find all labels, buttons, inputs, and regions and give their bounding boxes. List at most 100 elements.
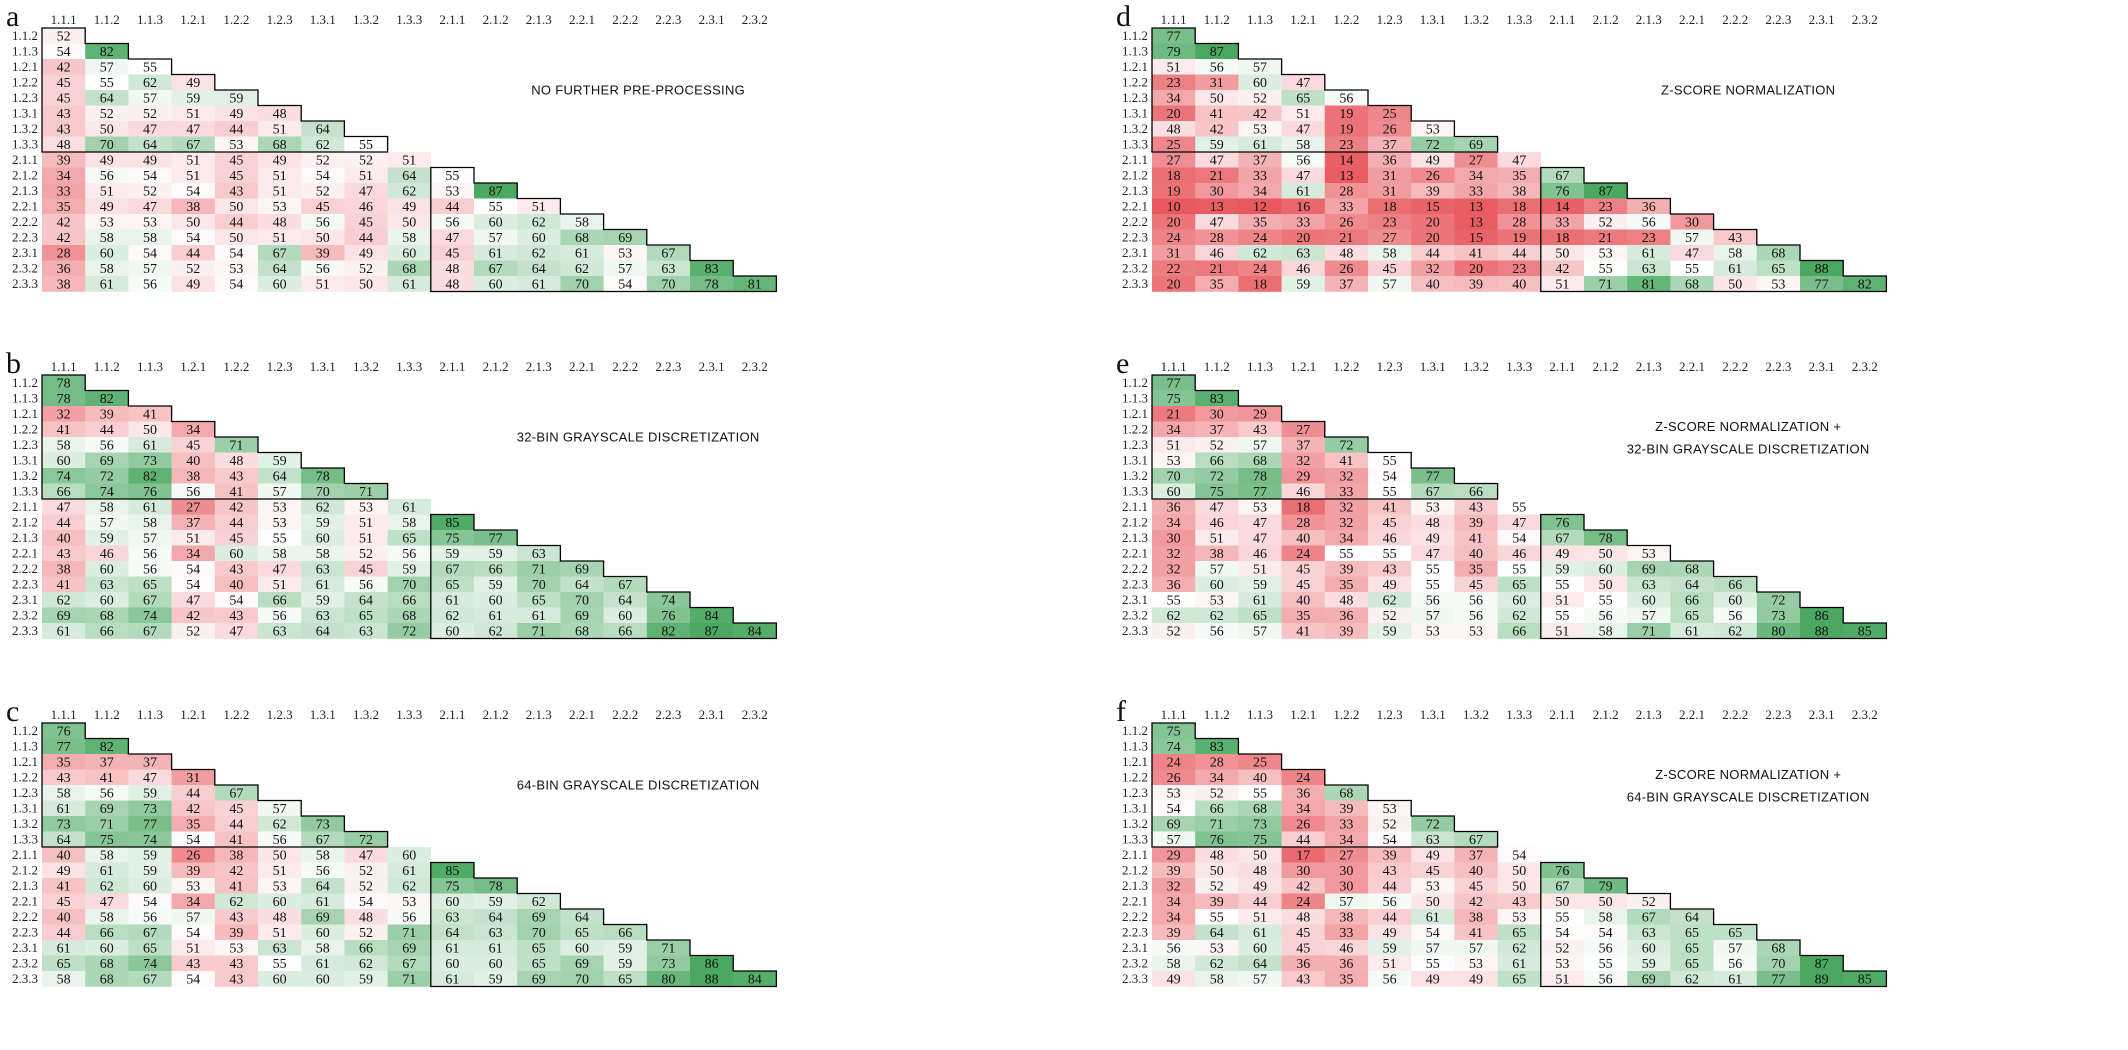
heatmap-cell — [42, 276, 86, 292]
heatmap-cell — [560, 276, 604, 292]
heatmap-cell — [301, 955, 345, 972]
heatmap-cell — [474, 245, 518, 261]
heatmap-cell — [474, 955, 518, 972]
heatmap-cell — [171, 276, 216, 292]
cell-value: 18 — [1253, 277, 1267, 292]
cell-value: 51 — [186, 531, 200, 546]
heatmap-cell — [301, 607, 345, 624]
heatmap-cell — [85, 245, 129, 261]
cell-value: 18 — [1512, 200, 1526, 215]
cell-value: 60 — [100, 593, 114, 608]
heatmap-cell — [430, 878, 475, 894]
heatmap-cell — [301, 530, 345, 546]
cell-value: 57 — [1253, 60, 1267, 75]
heatmap-cell — [430, 940, 475, 956]
heatmap-cell — [1627, 623, 1671, 639]
cell-value: 64 — [1685, 578, 1699, 593]
cell-value: 47 — [1426, 547, 1440, 562]
heatmap-cell — [1324, 514, 1369, 531]
cell-value: 63 — [273, 624, 287, 639]
cell-value: 47 — [57, 500, 71, 515]
cell-value: 68 — [100, 972, 114, 987]
cell-value: 60 — [402, 246, 416, 261]
y-tick-label: 2.2.1 — [1122, 199, 1148, 214]
cell-value: 35 — [1469, 562, 1483, 577]
heatmap-cell — [387, 623, 432, 639]
heatmap-cell — [1152, 738, 1196, 755]
heatmap-cell — [258, 800, 302, 817]
cell-value: 37 — [100, 755, 114, 770]
y-tick-label: 1.3.1 — [1122, 453, 1148, 468]
heatmap-cell — [128, 90, 172, 106]
cell-value: 55 — [1383, 547, 1397, 562]
cell-value: 43 — [1383, 562, 1397, 577]
cell-value: 68 — [1253, 454, 1267, 469]
cell-value: 72 — [359, 833, 373, 848]
cell-value: 64 — [316, 879, 330, 894]
heatmap-cell — [1152, 800, 1196, 817]
heatmap-cell — [1540, 893, 1585, 910]
heatmap-cell — [42, 738, 86, 755]
heatmap-cell — [1281, 74, 1326, 91]
cell-value: 63 — [316, 562, 330, 577]
cell-value: 45 — [229, 169, 243, 184]
heatmap-cell — [128, 483, 172, 500]
cell-value: 39 — [1339, 624, 1353, 639]
x-tick-label: 1.1.1 — [1161, 359, 1187, 374]
heatmap-cell — [1368, 514, 1412, 531]
x-tick-label: 2.2.3 — [655, 12, 681, 27]
cell-value: 64 — [1210, 926, 1224, 941]
heatmap-cell — [1540, 260, 1585, 277]
cell-value: 73 — [1253, 817, 1267, 832]
cell-value: 58 — [57, 972, 71, 987]
cell-value: 78 — [316, 469, 330, 484]
heatmap-cell — [1670, 607, 1714, 624]
heatmap-cell — [1497, 878, 1542, 894]
cell-value: 42 — [57, 231, 71, 246]
heatmap-cell — [1152, 754, 1196, 770]
cell-value: 77 — [1253, 485, 1267, 500]
heatmap-cell — [1540, 924, 1585, 941]
cell-value: 61 — [316, 895, 330, 910]
cell-value: 37 — [1469, 848, 1483, 863]
heatmap-cell — [603, 607, 648, 624]
cell-value: 20 — [1167, 107, 1181, 122]
y-tick-label: 1.1.3 — [12, 739, 38, 754]
heatmap-cell — [1497, 229, 1542, 246]
heatmap-cell — [1281, 576, 1326, 593]
heatmap-cell — [474, 924, 518, 941]
cell-value: 52 — [186, 262, 200, 277]
cell-value: 26 — [1296, 817, 1310, 832]
cell-value: 25 — [1253, 755, 1267, 770]
cell-value: 63 — [445, 910, 459, 925]
heatmap-cell — [1411, 167, 1455, 184]
cell-value: 30 — [1685, 215, 1699, 230]
cell-value: 59 — [229, 91, 243, 106]
y-tick-label: 1.3.1 — [12, 106, 38, 121]
y-tick-label: 1.2.2 — [12, 75, 38, 90]
heatmap-cell — [1281, 136, 1326, 153]
cell-value: 24 — [1296, 895, 1310, 910]
heatmap-cell — [1540, 940, 1585, 956]
heatmap-cell — [1238, 924, 1282, 941]
cell-value: 54 — [1383, 469, 1397, 484]
x-tick-label: 1.1.1 — [51, 359, 77, 374]
cell-value: 41 — [57, 578, 71, 593]
heatmap-cell — [214, 623, 259, 639]
heatmap-cell — [1324, 623, 1369, 639]
cell-value: 39 — [316, 246, 330, 261]
heatmap-cell — [1411, 245, 1455, 261]
heatmap-cell — [301, 940, 345, 956]
cell-value: 55 — [1426, 957, 1440, 972]
heatmap-cell — [171, 437, 216, 453]
heatmap-cell — [430, 545, 475, 562]
heatmap-cell — [474, 623, 518, 639]
cell-value: 34 — [1339, 531, 1353, 546]
cell-value: 49 — [402, 200, 416, 215]
cell-value: 54 — [359, 895, 373, 910]
heatmap-cell — [1497, 183, 1542, 199]
heatmap-cell — [214, 214, 259, 230]
cell-value: 61 — [489, 609, 503, 624]
heatmap-cell — [1281, 105, 1326, 122]
heatmap-cell — [560, 245, 604, 261]
